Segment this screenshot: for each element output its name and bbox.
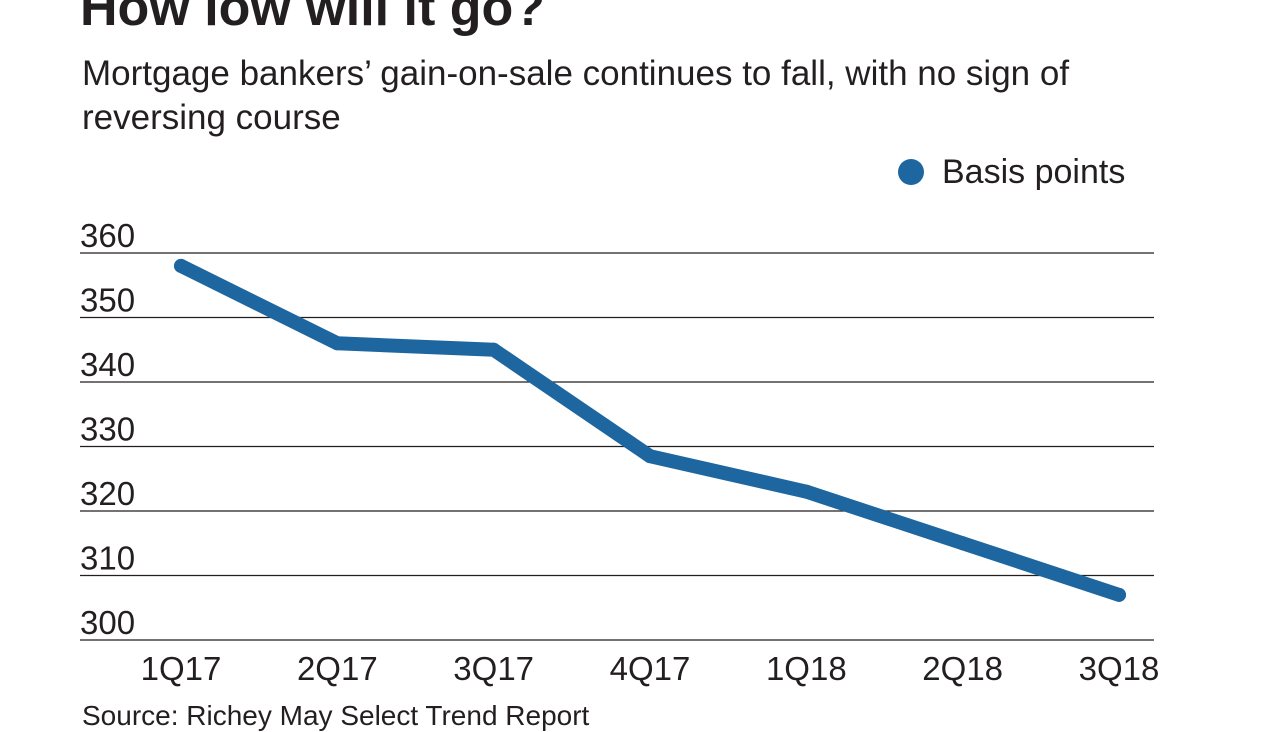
legend-marker-basis-points xyxy=(898,159,924,185)
data-point-1Q18 xyxy=(799,484,814,499)
legend-label-basis-points: Basis points xyxy=(942,152,1126,191)
y-axis-tick-labels: 300 310 320 330 340 350 360 xyxy=(80,217,135,641)
data-point-4Q17 xyxy=(643,449,657,464)
x-tick-label-4Q17: 4Q17 xyxy=(610,650,691,687)
data-point-3Q17 xyxy=(486,342,501,357)
series-line-basis-points xyxy=(174,258,1126,602)
x-tick-label-1Q18: 1Q18 xyxy=(766,650,847,687)
x-axis-tick-labels: 1Q17 2Q17 3Q17 4Q17 1Q18 2Q18 3Q18 xyxy=(141,650,1160,687)
x-tick-label-2Q18: 2Q18 xyxy=(922,650,1003,687)
y-tick-label-340: 340 xyxy=(80,346,135,383)
x-tick-label-2Q17: 2Q17 xyxy=(297,650,378,687)
y-tick-label-310: 310 xyxy=(80,540,135,577)
gridlines xyxy=(80,252,1154,641)
legend: Basis points xyxy=(898,150,1125,194)
data-point-2Q17 xyxy=(330,336,345,351)
data-point-3Q18 xyxy=(1112,587,1126,602)
chart-title: How low will it go? xyxy=(80,0,546,37)
data-point-2Q18 xyxy=(955,536,970,551)
y-tick-label-330: 330 xyxy=(80,411,135,448)
x-tick-label-1Q17: 1Q17 xyxy=(141,650,222,687)
x-tick-label-3Q18: 3Q18 xyxy=(1079,650,1160,687)
source-note: Source: Richey May Select Trend Report xyxy=(82,700,590,731)
data-point-1Q17 xyxy=(174,258,188,273)
y-tick-label-300: 300 xyxy=(80,604,135,641)
series-basis-points xyxy=(174,258,1126,602)
y-tick-label-360: 360 xyxy=(80,217,135,254)
chart-subtitle: Mortgage bankers’ gain-on-sale continues… xyxy=(82,54,1070,137)
x-tick-label-3Q17: 3Q17 xyxy=(453,650,534,687)
y-tick-label-320: 320 xyxy=(80,475,135,512)
y-tick-label-350: 350 xyxy=(80,282,135,319)
